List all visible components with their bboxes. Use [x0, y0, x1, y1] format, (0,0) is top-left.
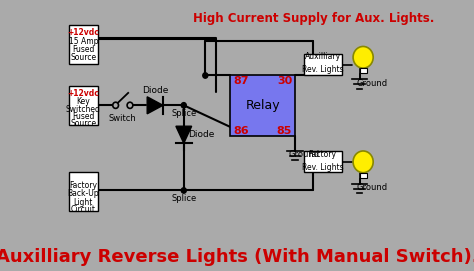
Text: Diode: Diode [189, 130, 215, 139]
Text: Key: Key [76, 97, 90, 106]
Text: Ground: Ground [288, 150, 319, 159]
Text: Factory: Factory [309, 150, 337, 159]
Text: Fused: Fused [72, 112, 94, 121]
Text: Light: Light [73, 198, 93, 207]
Text: Factory: Factory [69, 180, 97, 189]
Text: Auxilliary Reverse Lights (With Manual Switch).: Auxilliary Reverse Lights (With Manual S… [0, 249, 474, 266]
Text: 86: 86 [233, 126, 249, 136]
Text: +12vdc: +12vdc [67, 28, 99, 37]
Text: Back-Up: Back-Up [67, 189, 99, 198]
Circle shape [181, 188, 186, 193]
Text: Ground: Ground [356, 79, 388, 88]
Circle shape [353, 151, 373, 173]
Text: Relay: Relay [246, 99, 280, 112]
Text: Switch: Switch [109, 114, 137, 122]
Bar [69, 86, 98, 125]
Circle shape [127, 102, 133, 108]
Text: Circuit: Circuit [71, 205, 96, 214]
Text: 15 Amp: 15 Amp [69, 37, 98, 46]
Text: High Current Supply for Aux. Lights.: High Current Supply for Aux. Lights. [193, 12, 434, 25]
Text: Source: Source [70, 53, 96, 62]
Text: Rev. Lights: Rev. Lights [302, 163, 344, 172]
Bar [69, 25, 98, 64]
Text: Splice: Splice [171, 109, 196, 118]
Text: Rev. Lights: Rev. Lights [302, 65, 344, 74]
Bar [304, 54, 342, 76]
Bar [304, 151, 342, 172]
Text: +12vdc: +12vdc [67, 89, 99, 98]
Circle shape [181, 103, 186, 108]
Bar [230, 76, 295, 136]
Polygon shape [176, 126, 191, 143]
Text: Source: Source [70, 119, 96, 128]
Circle shape [353, 46, 373, 68]
Text: Diode: Diode [142, 86, 168, 95]
Text: Switched: Switched [66, 105, 101, 114]
Polygon shape [147, 97, 163, 114]
Bar [360, 68, 367, 73]
Text: 85: 85 [277, 126, 292, 136]
Bar [69, 172, 98, 211]
Text: 30: 30 [277, 76, 292, 86]
Text: Fused: Fused [72, 45, 94, 54]
Text: Auxilliary: Auxilliary [304, 52, 341, 61]
Bar [360, 173, 367, 178]
Circle shape [203, 73, 208, 78]
Circle shape [113, 102, 118, 108]
Text: 87: 87 [233, 76, 249, 86]
Text: Ground: Ground [356, 183, 388, 192]
Text: Splice: Splice [171, 194, 196, 203]
